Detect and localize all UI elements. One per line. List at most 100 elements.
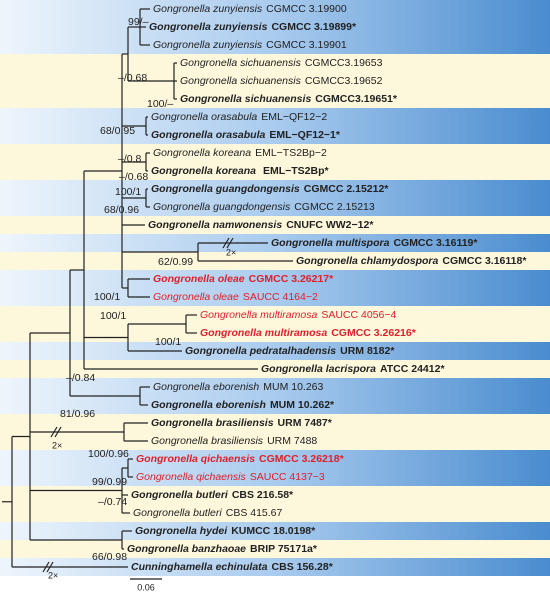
band [0,306,550,324]
taxon-label: Gongronella guangdongensis CGMCC 2.15213 [153,201,375,213]
strain: ATCC 24412* [380,363,445,375]
strain: CGMCC 2.15213 [294,201,375,213]
taxon-name: Gongronella sichuanensis [180,93,311,105]
strain: CBS 156.28* [272,561,334,573]
taxon-label: Gongronella eborenish MUM 10.262* [151,399,335,411]
support-value: 99/0.99 [92,476,127,488]
strain: EML−TS2Bp−2 [255,147,327,159]
strain: CGMCC3.19652 [305,75,383,87]
strain: MUM 10.262* [270,399,335,411]
taxon-label: Gongronella hydei KUMCC 18.0198* [135,525,316,537]
taxon-label: Gongronella koreana EML−TS2Bp* [151,165,329,177]
strain: CNUFC WW2−12* [286,219,374,231]
support-value: 100/1 [94,291,120,303]
taxon-label: Gongronella butleri CBS 415.67 [133,507,283,519]
break-mark [46,561,54,573]
taxon-name: Gongronella orasabula [151,111,257,123]
strain: EML−QF12−2 [261,111,327,123]
strain: CGMCC3.19653 [305,57,383,69]
break-mark [54,426,62,438]
break-mark [42,561,50,573]
strain: CGMCC 3.16119* [393,237,478,249]
strain: CBS 216.58* [232,489,294,501]
support-value: 99/– [128,16,149,28]
taxon-label: Gongronella brasiliensis URM 7488 [151,435,317,447]
band [0,108,550,126]
strain: CGMCC 3.26218* [259,453,345,465]
band [0,90,550,108]
band [0,396,550,414]
break-label: 2× [52,440,62,450]
band [0,468,550,486]
taxon-name: Gongronella pedratalhadensis [185,345,336,357]
taxon-label: Gongronella qichaensis SAUCC 4137−3 [136,471,325,483]
strain: CGMCC 3.19900 [266,3,347,15]
taxon-label: Gongronella butleri CBS 216.58* [131,489,294,501]
strain: MUM 10.263 [263,381,323,393]
taxon-name: Gongronella multispora [271,237,390,249]
taxon-name: Gongronella koreana [153,147,251,159]
strain: EML−QF12−1* [269,129,341,141]
strain: SAUCC 4164−2 [243,291,318,303]
band [0,216,550,234]
strain: EML−TS2Bp* [260,165,329,177]
support-value: –/0.68 [118,72,147,84]
taxon-label: Gongronella zunyiensis CGMCC 3.19899* [149,21,357,33]
support-value: 100/– [147,98,173,110]
taxon-name: Gongronella guangdongensis [151,183,300,195]
band [0,144,550,162]
strain: CBS 415.67 [226,507,283,519]
taxon-name: Gongronella qichaensis [136,471,246,483]
band [0,342,550,360]
taxon-name: Gongronella koreana [151,165,256,177]
support-value: 100/0.96 [88,448,129,460]
taxon-label: Gongronella guangdongensis CGMCC 2.15212* [151,183,389,195]
strain: URM 7488 [267,435,317,447]
taxon-label: Gongronella sichuanensis CGMCC3.19652 [180,75,383,87]
taxon-label: Gongronella multiramosa SAUCC 4056−4 [200,309,396,321]
break-mark [50,426,58,438]
taxon-label: Gongronella koreana EML−TS2Bp−2 [153,147,327,159]
band [0,558,550,576]
strain: SAUCC 4056−4 [321,309,396,321]
taxon-name: Cunninghamella echinulata [131,561,268,573]
band [0,414,550,432]
taxon-name: Gongronella banzhaoae [127,543,246,555]
support-value: 68/0.95 [100,125,135,137]
taxon-name: Gongronella multiramosa [200,309,317,321]
band [0,540,550,558]
support-value: 66/0.98 [92,551,127,563]
taxon-label: Cunninghamella echinulata CBS 156.28* [131,561,334,573]
taxon-label: Gongronella qichaensis CGMCC 3.26218* [136,453,345,465]
support-value: –/0.74 [98,496,127,508]
strain: BRIP 75171a* [250,543,318,555]
support-value: 62/0.99 [158,256,193,268]
strain: KUMCC 18.0198* [231,525,316,537]
taxon-label: Gongronella multiramosa CGMCC 3.26216* [200,327,417,339]
band [0,288,550,306]
taxon-label: Gongronella oleae CGMCC 3.26217* [153,273,334,285]
support-value: 100/1 [155,336,181,348]
taxon-name: Gongronella zunyiensis [153,3,263,15]
support-value: –/0.68 [119,171,148,183]
strain: URM 8182* [340,345,395,357]
break-mark [226,237,234,249]
band [0,234,550,252]
support-value: 100/1 [115,186,141,198]
strain: CGMCC 3.16118* [442,255,527,267]
strain: CGMCC 3.26217* [249,273,335,285]
support-value: 81/0.96 [60,408,95,420]
taxon-label: Gongronella chlamydospora CGMCC 3.16118* [296,255,527,267]
scale-label: 0.06 [137,582,155,592]
taxon-name: Gongronella namwonensis [148,219,282,231]
break-mark [222,237,230,249]
taxon-name: Gongronella sichuanensis [180,75,302,87]
band [0,504,550,522]
band [0,54,550,72]
taxon-name: Gongronella eborenish [153,381,259,393]
taxon-name: Gongronella qichaensis [136,453,255,465]
band [0,378,550,396]
band [0,522,550,540]
taxon-label: Gongronella sichuanensis CGMCC3.19653 [180,57,383,69]
